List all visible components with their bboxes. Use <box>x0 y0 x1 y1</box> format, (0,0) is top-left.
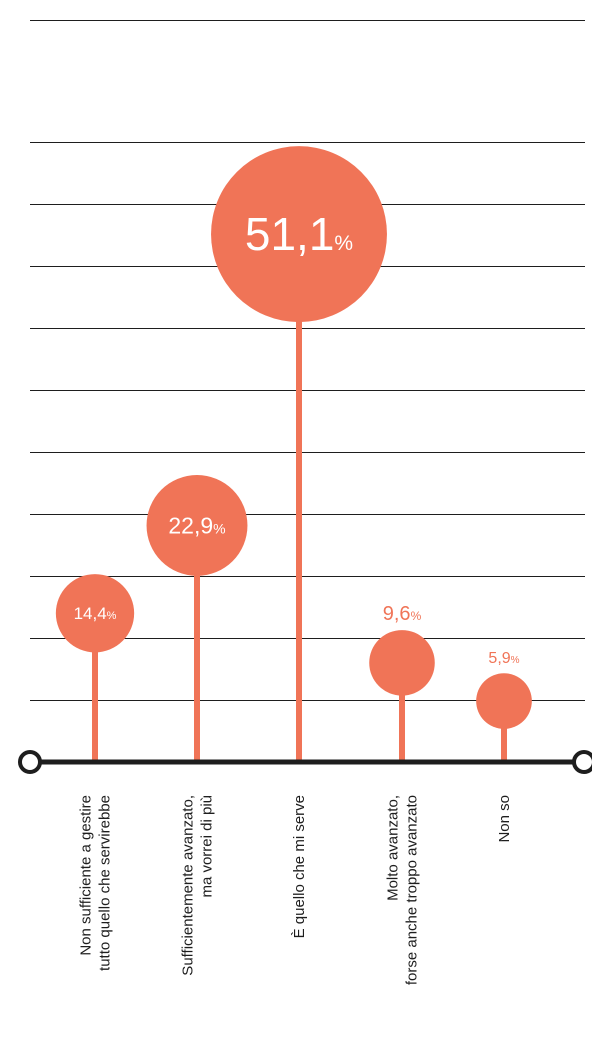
data-label: 14,4% <box>74 604 117 623</box>
data-point <box>476 673 532 729</box>
dots <box>55 146 532 729</box>
category-label-line: forse anche troppo avanzato <box>404 795 421 985</box>
data-label: 9,6% <box>383 603 422 625</box>
category-label-line: tutto quello che servirebbe <box>97 795 114 971</box>
axis-end-right <box>572 750 592 774</box>
category-label: Sufficientemente avanzato, ma vorrei di p… <box>180 795 216 976</box>
category-labels: Non sufficiente a gestire tutto quello ch… <box>78 795 514 985</box>
data-point <box>369 630 435 696</box>
category-label: Molto avanzato, forse anche troppo avanza… <box>385 795 421 985</box>
category-label: È quello che mi serve <box>291 795 308 938</box>
data-point <box>146 474 248 576</box>
data-label: 51,1% <box>245 208 353 260</box>
data-label: 5,9% <box>488 650 519 667</box>
value-labels: 14,4% 22,9% 51,1% 9,6% 5,9% <box>74 208 520 667</box>
data-label: 22,9% <box>168 512 225 538</box>
category-label: Non so <box>496 795 513 843</box>
x-axis <box>18 750 592 774</box>
category-label-line: ma vorrei di più <box>199 795 216 898</box>
category-label-line: Sufficientemente avanzato, <box>180 795 197 976</box>
data-point <box>211 146 387 323</box>
data-point <box>55 574 135 653</box>
category-label: Non sufficiente a gestire tutto quello ch… <box>78 795 114 971</box>
category-label-line: Non so <box>496 795 513 843</box>
category-label-line: È quello che mi serve <box>291 795 308 938</box>
category-label-line: Molto avanzato, <box>385 795 402 901</box>
category-label-line: Non sufficiente a gestire <box>78 795 95 956</box>
axis-end-left <box>18 750 42 774</box>
